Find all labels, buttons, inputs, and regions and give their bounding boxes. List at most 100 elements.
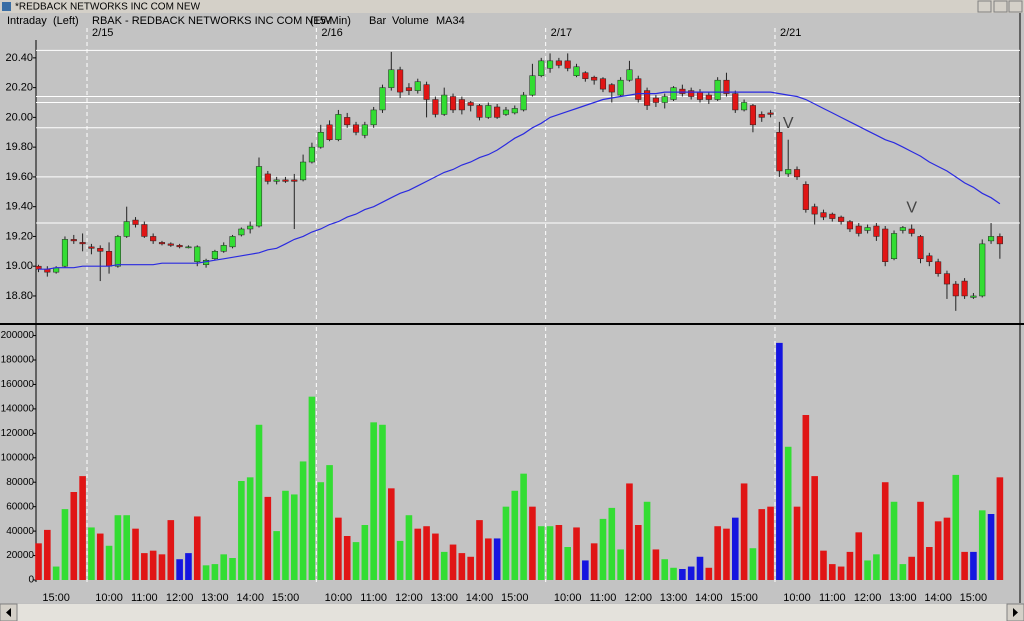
volume-bar: [467, 556, 474, 580]
volume-bar: [299, 461, 307, 580]
y-tick-label: 20000: [6, 550, 34, 561]
candle-body: [635, 78, 642, 100]
volume-bar: [573, 527, 580, 580]
candle-body: [961, 280, 968, 297]
x-tick-label: 13:00: [201, 592, 229, 604]
volume-bar: [643, 501, 651, 580]
candle-body: [176, 245, 183, 248]
scrollbar[interactable]: [0, 603, 1024, 621]
volume-bar: [987, 514, 995, 580]
candle-body: [361, 124, 368, 136]
volume-bar: [590, 543, 598, 580]
volume-bar: [44, 529, 51, 580]
volume-bar: [361, 525, 369, 580]
candle-body: [582, 72, 589, 79]
volume-bar: [440, 551, 448, 580]
x-tick-label: 12:00: [395, 592, 423, 604]
header-volume: Volume: [392, 15, 429, 27]
y-tick-label: 60000: [6, 501, 34, 512]
volume-bar: [35, 543, 42, 580]
volume-bar: [564, 547, 571, 580]
volume-bar: [511, 490, 519, 580]
volume-bar: [70, 492, 78, 580]
volume-bar: [405, 515, 413, 580]
candle-body: [855, 225, 862, 234]
volume-bar: [608, 507, 616, 580]
candle-body: [247, 225, 254, 230]
candle-body: [996, 236, 1003, 245]
candle-body: [326, 124, 333, 140]
volume-bar: [290, 494, 298, 580]
volume-bar: [493, 538, 501, 580]
x-tick-label: 15:00: [501, 592, 529, 604]
header-mode: Intraday: [7, 15, 47, 27]
candle-body: [661, 96, 668, 103]
date-label: 2/16: [321, 27, 342, 39]
candle-body: [255, 166, 263, 227]
annotation: V: [783, 115, 794, 132]
candle-body: [811, 206, 818, 215]
window-title: *REDBACK NETWORKS INC COM NEW: [15, 2, 201, 13]
annotation: V: [906, 200, 917, 217]
candle-body: [873, 225, 880, 237]
x-tick-label: 10:00: [554, 592, 582, 604]
header-symbol: RBAK - REDBACK NETWORKS INC COM NEW: [92, 15, 332, 27]
candle-body: [282, 179, 289, 182]
volume-bar: [784, 446, 792, 580]
x-tick-label: 10:00: [95, 592, 123, 604]
volume-bar: [952, 474, 960, 580]
volume-bar: [238, 481, 245, 580]
volume-bar: [537, 526, 545, 580]
candle-body: [785, 169, 792, 175]
x-tick-label: 12:00: [624, 592, 652, 604]
volume-bar: [282, 490, 289, 580]
volume-bar: [202, 565, 210, 580]
volume-bar: [864, 560, 871, 580]
candle-body: [732, 93, 739, 111]
window-buttons[interactable]: [977, 0, 1023, 13]
candle-body: [926, 255, 933, 262]
volume-bar: [61, 509, 69, 580]
volume-bar: [917, 501, 924, 580]
volume-bar: [273, 531, 280, 580]
y-tick-label: 140000: [1, 404, 35, 415]
candle-body: [449, 96, 457, 111]
candle-body: [529, 75, 536, 96]
x-tick-label: 14:00: [466, 592, 494, 604]
y-tick-label: 20.00: [5, 111, 33, 123]
candle-body: [167, 243, 174, 246]
candle-body: [705, 94, 712, 100]
volume-bar: [52, 566, 60, 580]
volume-bar: [167, 520, 175, 580]
volume-bar: [626, 483, 633, 580]
header-interval: (15-Min): [310, 15, 351, 27]
volume-bar: [220, 554, 228, 580]
volume-bar: [423, 526, 430, 580]
volume-bar: [793, 506, 801, 580]
volume-bar: [996, 477, 1004, 580]
volume-bar: [705, 567, 713, 580]
candle-body: [467, 102, 474, 106]
volume-bar: [661, 559, 669, 580]
volume-bar: [758, 509, 766, 580]
candle-body: [846, 221, 853, 230]
volume-bar: [802, 415, 810, 580]
x-tick-label: 14:00: [695, 592, 723, 604]
volume-bar: [317, 482, 325, 580]
candle-body: [617, 79, 624, 96]
candle-body: [714, 79, 721, 100]
x-tick-label: 13:00: [430, 592, 458, 604]
candle-body: [511, 108, 518, 114]
volume-bar: [185, 553, 192, 580]
candle-body: [555, 60, 562, 66]
candle-body: [670, 87, 677, 100]
candle-body: [141, 224, 148, 237]
candle-body: [899, 227, 906, 231]
candle-body: [114, 236, 121, 267]
candle-body: [352, 124, 360, 133]
ma-line: [38, 91, 1001, 270]
candle-body: [441, 94, 448, 115]
volume-bar: [308, 396, 316, 580]
volume-bar: [432, 533, 439, 580]
